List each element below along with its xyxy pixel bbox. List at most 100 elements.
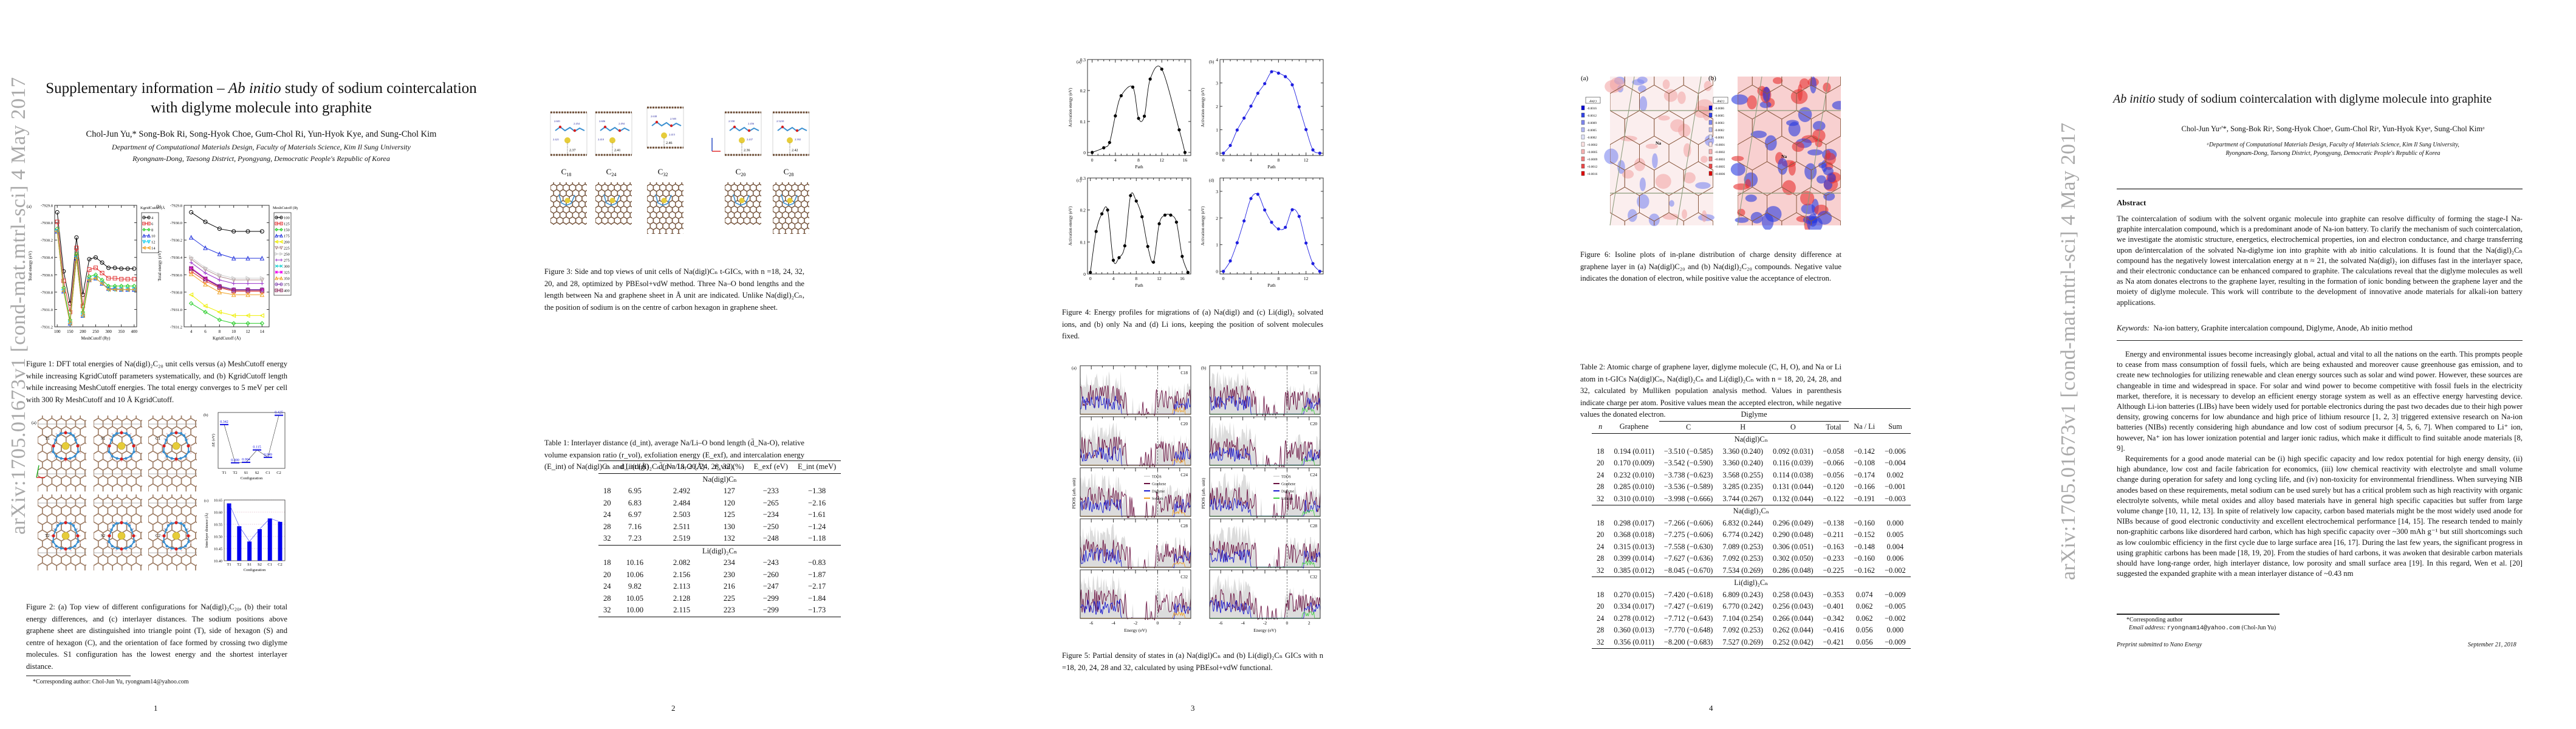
hexagon bbox=[148, 486, 149, 491]
bond-length-label: 2.558 bbox=[728, 120, 735, 123]
oxygen-atom bbox=[618, 129, 622, 132]
table-cell: −0.004 bbox=[1885, 459, 1906, 467]
cell-label-subscript: 32 bbox=[663, 172, 668, 177]
series-275 bbox=[189, 261, 264, 286]
email-address[interactable]: ryongnam14@yahoo.com bbox=[2167, 625, 2240, 632]
hexagon bbox=[195, 419, 197, 428]
hexagon bbox=[75, 483, 86, 491]
x-tick-label: 12 bbox=[1304, 157, 1309, 163]
hexagon bbox=[544, 173, 550, 180]
data-point bbox=[1249, 104, 1253, 108]
column-header: d̄_Na/Li-O (Å) bbox=[659, 462, 705, 471]
hexagon bbox=[33, 571, 43, 573]
data-point bbox=[231, 321, 236, 326]
hexagon bbox=[633, 195, 639, 202]
table-cell: 7.527 (0.269) bbox=[1722, 637, 1763, 646]
energy-value-label: 0.004 bbox=[242, 458, 250, 462]
hexagon bbox=[715, 211, 721, 219]
hexagon bbox=[32, 492, 33, 503]
hexagon bbox=[550, 173, 557, 180]
panel-label: (a) bbox=[32, 420, 36, 425]
table-cell: 18 bbox=[1597, 447, 1605, 456]
carbon-atom bbox=[187, 450, 190, 454]
table-cell: −0.009 bbox=[1885, 637, 1906, 646]
hydrogen-atom bbox=[160, 542, 163, 544]
x-tick-label: 4 bbox=[1114, 157, 1117, 163]
legend-level-label: +0.0005 bbox=[1587, 151, 1598, 154]
table-section-row: Li(digl)₂Cₙ bbox=[598, 545, 841, 557]
legend-level-label: +0.0012 bbox=[1587, 165, 1598, 169]
hydrogen-atom bbox=[111, 522, 114, 525]
data-point bbox=[217, 227, 222, 231]
table-cell: −0.142 bbox=[1854, 447, 1875, 456]
legend-label: 100 bbox=[284, 216, 290, 221]
charge-accumulation-region bbox=[1662, 213, 1679, 220]
table-cell: 32 bbox=[603, 606, 611, 614]
hexagon bbox=[84, 484, 94, 495]
table-cell: 10.16 bbox=[626, 558, 644, 567]
hexagon bbox=[90, 522, 100, 533]
legend-level-label: +0.0006 bbox=[1714, 173, 1725, 176]
hexagon bbox=[90, 443, 100, 454]
data-point bbox=[1142, 114, 1146, 118]
hexagon bbox=[582, 173, 588, 180]
hexagon bbox=[195, 531, 197, 540]
hydrogen-atom bbox=[120, 430, 123, 431]
legend-label: TDOS bbox=[1152, 476, 1162, 479]
hexagon bbox=[152, 416, 163, 422]
pdos-panel-C32: C32 bbox=[1209, 569, 1321, 620]
title-text: Supplementary information – bbox=[46, 80, 228, 97]
hydrogen-atom bbox=[74, 433, 76, 435]
table-row: 28 10.05 2.128 225 −299 −1.84 bbox=[598, 593, 841, 605]
y-axis-label: Activation energy (eV) bbox=[1201, 87, 1205, 127]
bar bbox=[237, 526, 242, 561]
x-tick-label: 150 bbox=[67, 329, 74, 334]
data-point bbox=[188, 257, 194, 262]
data-point bbox=[203, 276, 208, 281]
table-cell: 28 bbox=[1597, 554, 1605, 563]
hydrogen-atom bbox=[50, 542, 52, 544]
y-tick-label: 0 bbox=[1216, 269, 1218, 275]
data-point bbox=[74, 252, 79, 256]
legend-swatch bbox=[1581, 156, 1585, 162]
oxygen-atom bbox=[174, 521, 178, 524]
figure-1-caption: Figure 1: DFT total energies of Na(digl)… bbox=[26, 360, 287, 404]
carbon-atom bbox=[112, 524, 115, 527]
hexagon bbox=[162, 571, 172, 573]
hexagon bbox=[637, 211, 643, 219]
hydrogen-atom bbox=[132, 438, 134, 440]
charge-depletion-region bbox=[1764, 135, 1777, 151]
table-cell: −0.003 bbox=[1885, 494, 1906, 503]
hydrogen-atom bbox=[190, 445, 191, 447]
hexagon bbox=[566, 222, 574, 225]
data-point bbox=[1091, 151, 1094, 154]
section-label: Na(digl)Cₙ bbox=[702, 474, 737, 484]
table-cell: 28 bbox=[1597, 482, 1605, 491]
legend-label: 4 bbox=[151, 216, 154, 221]
table-row: 24 6.97 2.503 125 −234 −1.61 bbox=[598, 509, 841, 521]
hexagon bbox=[32, 443, 33, 454]
column-header: H bbox=[1740, 422, 1746, 431]
data-point bbox=[189, 261, 193, 265]
table-cell: −0.162 bbox=[1854, 566, 1875, 575]
hexagon bbox=[140, 515, 142, 524]
y-tick-label: 10.55 bbox=[214, 522, 222, 527]
hydrogen-atom bbox=[135, 452, 137, 454]
carbon-atom bbox=[74, 438, 77, 442]
data-point bbox=[245, 229, 250, 234]
series-line bbox=[191, 268, 262, 290]
hexagon bbox=[117, 571, 127, 573]
data-point bbox=[1183, 151, 1187, 154]
hexagon bbox=[762, 206, 769, 213]
table-cell: 0.270 (0.015) bbox=[1614, 590, 1654, 599]
page-1: arXiv:1705.01673v1 [cond-mat.mtrl-sci] 4… bbox=[0, 0, 522, 729]
table-cell: 0.298 (0.017) bbox=[1614, 518, 1654, 527]
legend-level-label: +0.0001 bbox=[1714, 143, 1725, 147]
hydrogen-atom bbox=[70, 430, 72, 432]
x-tick-label: 16 bbox=[1183, 157, 1188, 163]
x-tick-label: T2 bbox=[233, 471, 237, 475]
table-group-header-row: Diglyme bbox=[1592, 408, 1911, 422]
data-point bbox=[231, 276, 236, 281]
y-tick-label: 0.2 bbox=[1080, 208, 1086, 213]
